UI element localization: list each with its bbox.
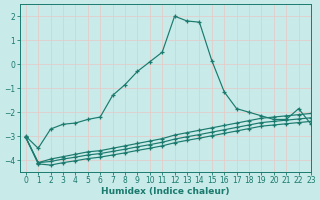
X-axis label: Humidex (Indice chaleur): Humidex (Indice chaleur): [101, 187, 229, 196]
